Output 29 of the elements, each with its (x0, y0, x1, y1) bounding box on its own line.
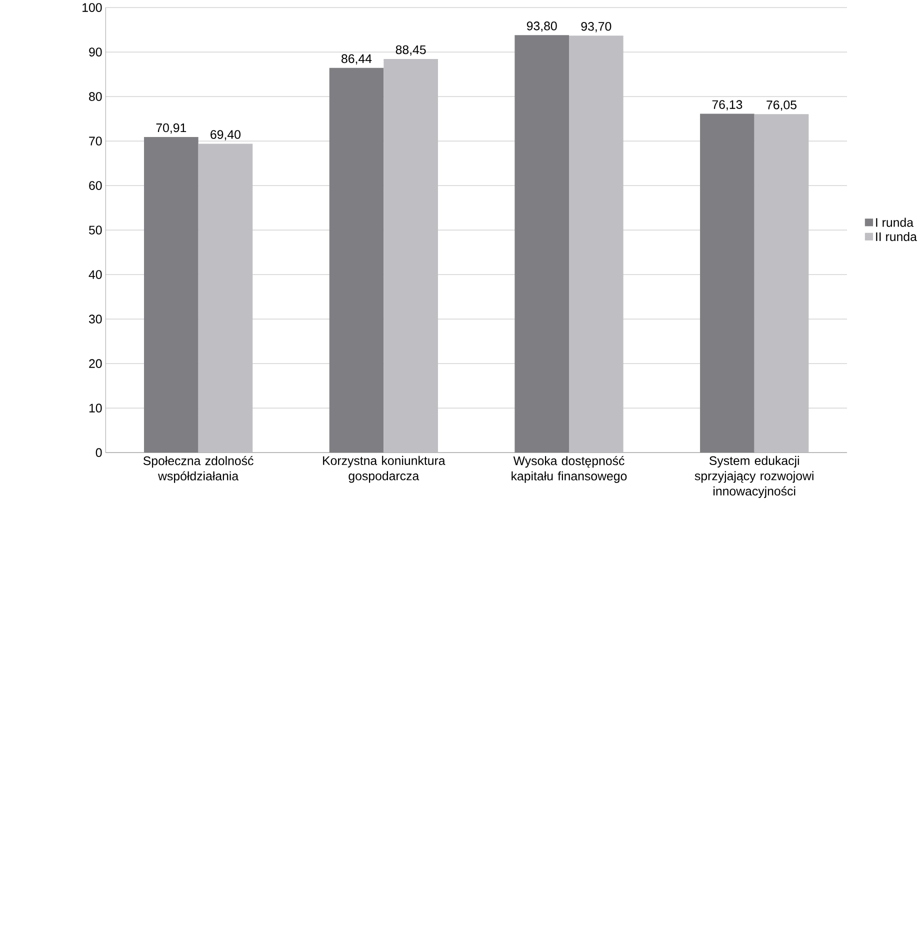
y-tick-label: 70 (89, 136, 102, 146)
legend-label: II runda (876, 232, 918, 242)
data-label: 88,45 (396, 45, 426, 56)
bar (754, 114, 809, 453)
y-tick-label: 80 (89, 92, 102, 101)
y-tick-label: 100 (82, 3, 102, 12)
data-label: 76,05 (766, 100, 797, 111)
data-label: 76,13 (712, 100, 742, 110)
data-label: 69,40 (210, 130, 241, 140)
y-tick-label: 90 (89, 48, 102, 56)
data-label: 93,80 (527, 22, 558, 32)
bar (569, 36, 624, 453)
bar (384, 58, 438, 453)
x-tick-label: Korzystna koniunktura gospodarcza (323, 456, 446, 483)
y-tick-label: 60 (89, 181, 102, 190)
y-tick-label: 10 (90, 404, 102, 412)
y-tick-label: 0 (96, 448, 102, 457)
x-tick-label: Wysoka dostępność kapitału finansowego (512, 456, 627, 483)
data-label: 86,44 (342, 54, 372, 65)
x-tick-label: System edukacji sprzyjający rozwojowi innowacyjności (694, 456, 814, 498)
y-tick-label: 40 (88, 270, 102, 279)
legend-label: I runda (876, 218, 914, 227)
y-tick-label: 50 (89, 226, 102, 234)
y-tick-label: 30 (89, 314, 102, 324)
x-tick-label: Społeczna zdolność współdziałania (144, 456, 254, 483)
y-tick-label: 20 (89, 359, 102, 368)
data-label: 93,70 (581, 22, 612, 32)
data-label: 70,91 (156, 123, 186, 134)
bar (198, 144, 253, 453)
